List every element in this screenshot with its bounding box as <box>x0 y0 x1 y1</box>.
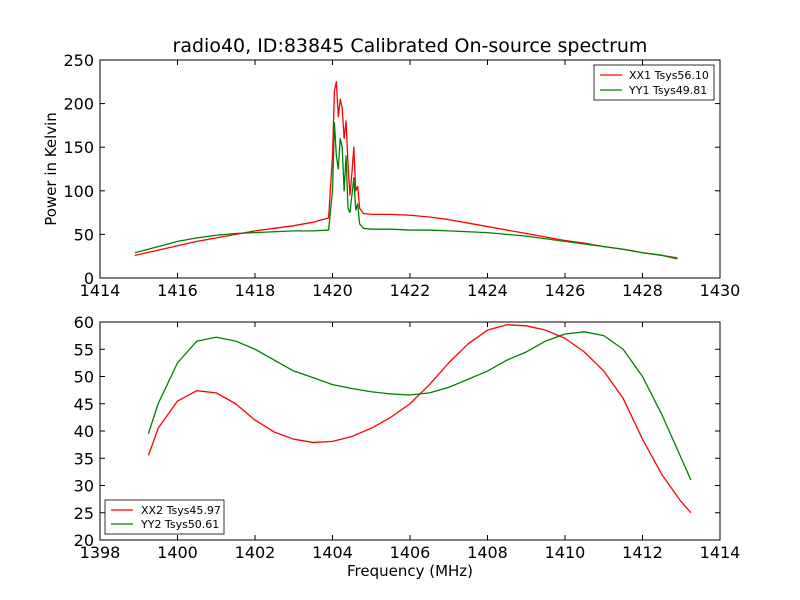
top-y-tick-label: 50 <box>74 225 94 244</box>
top-y-tick-label: 0 <box>84 269 94 288</box>
top-x-tick-label: 1414 <box>80 281 121 300</box>
bottom-legend: XX2 Tsys45.97 YY2 Tsys50.61 <box>104 499 225 535</box>
top-chart: radio40, ID:83845 Calibrated On-source s… <box>42 35 740 300</box>
top-x-tick-label: 1420 <box>312 281 353 300</box>
bottom-x-tick-label: 1414 <box>700 543 741 562</box>
bottom-legend-label-yy2: YY2 Tsys50.61 <box>140 518 219 531</box>
bottom-y-tick-label: 25 <box>74 504 94 523</box>
bottom-x-tick-label: 1402 <box>235 543 276 562</box>
top-x-tick-label: 1416 <box>157 281 198 300</box>
bottom-y-tick-label: 50 <box>74 368 94 387</box>
bottom-legend-label-xx2: XX2 Tsys45.97 <box>141 504 221 517</box>
bottom-x-tick-label: 1404 <box>312 543 353 562</box>
top-y-axis-label: Power in Kelvin <box>42 112 60 226</box>
top-legend-label-xx1: XX1 Tsys56.10 <box>629 69 709 82</box>
top-x-tick-label: 1430 <box>700 281 741 300</box>
bottom-legend-box <box>104 499 225 535</box>
top-legend-label-yy1: YY1 Tsys49.81 <box>628 84 707 97</box>
top-x-tick-label: 1422 <box>390 281 431 300</box>
bottom-chart: 1398 1400 1402 1404 1406 1408 1410 1412 1414 20 2… <box>74 313 741 580</box>
bottom-y-tick-label: 20 <box>74 531 94 550</box>
top-legend: XX1 Tsys56.10 YY1 Tsys49.81 <box>593 64 715 101</box>
top-series-line-0 <box>134 81 678 259</box>
bottom-series-line-1 <box>147 331 692 481</box>
bottom-y-tick-label: 40 <box>74 422 94 441</box>
bottom-x-tick-label: 1410 <box>545 543 586 562</box>
top-y-tick-label: 200 <box>63 95 94 114</box>
bottom-y-tick-label: 55 <box>74 340 94 359</box>
bottom-x-tick-label: 1406 <box>390 543 431 562</box>
top-x-tick-label: 1428 <box>622 281 663 300</box>
top-y-tick-label: 100 <box>63 182 94 201</box>
bottom-y-tick-label: 60 <box>74 313 94 332</box>
bottom-y-tick-label: 35 <box>74 449 94 468</box>
bottom-x-tick-label: 1400 <box>157 543 198 562</box>
top-y-tick-label: 250 <box>63 51 94 70</box>
top-series-line-1 <box>134 122 678 260</box>
top-x-tick-label: 1426 <box>545 281 586 300</box>
bottom-x-tick-label: 1398 <box>80 543 121 562</box>
top-x-tick-label: 1424 <box>467 281 508 300</box>
top-legend-box <box>593 64 715 101</box>
bottom-x-axis-label: Frequency (MHz) <box>347 562 473 580</box>
bottom-y-tick-label: 30 <box>74 477 94 496</box>
bottom-y-tick-label: 45 <box>74 395 94 414</box>
top-y-tick-label: 150 <box>63 138 94 157</box>
top-x-tick-label: 1418 <box>235 281 276 300</box>
bottom-x-tick-label: 1412 <box>622 543 663 562</box>
bottom-x-tick-label: 1408 <box>467 543 508 562</box>
chart-title: radio40, ID:83845 Calibrated On-source s… <box>173 35 648 57</box>
